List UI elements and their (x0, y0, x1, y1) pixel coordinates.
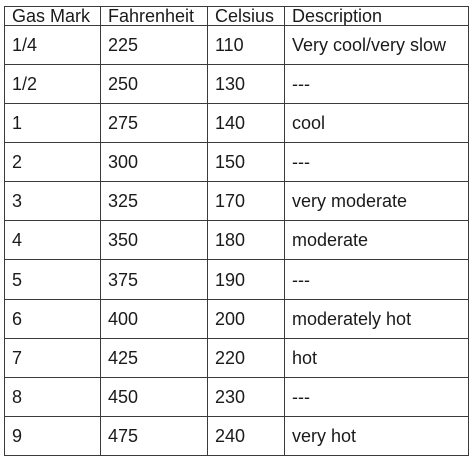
table-row: 3 325 170 very moderate (4, 181, 469, 222)
description-cell: --- (284, 376, 469, 417)
gas-mark-cell: 7 (4, 337, 101, 378)
gas-mark-cell: 3 (4, 181, 101, 222)
celsius-cell: 230 (207, 376, 285, 417)
fahrenheit-cell: 300 (100, 142, 208, 183)
table-row: 9 475 240 very hot (4, 415, 469, 457)
celsius-cell: 180 (207, 220, 285, 261)
celsius-cell: 220 (207, 337, 285, 378)
gas-mark-cell: 5 (4, 259, 101, 300)
celsius-cell: 140 (207, 103, 285, 144)
fahrenheit-cell: 275 (100, 103, 208, 144)
celsius-cell: 170 (207, 181, 285, 222)
fahrenheit-cell: 375 (100, 259, 208, 300)
table-row: 2 300 150 --- (4, 142, 469, 183)
celsius-cell: 130 (207, 64, 285, 105)
gas-mark-cell: 8 (4, 376, 101, 417)
header-fahrenheit: Fahrenheit (100, 6, 208, 26)
table-header: Gas Mark Fahrenheit Celsius Description (4, 6, 469, 26)
description-cell: hot (284, 337, 469, 378)
gas-mark-cell: 1 (4, 103, 101, 144)
fahrenheit-cell: 475 (100, 415, 208, 457)
description-cell: --- (284, 64, 469, 105)
gas-mark-cell: 4 (4, 220, 101, 261)
header-celsius: Celsius (207, 6, 285, 26)
gas-mark-cell: 1/2 (4, 64, 101, 105)
oven-temperature-table-container: Gas Mark Fahrenheit Celsius Description … (4, 6, 469, 457)
gas-mark-cell: 6 (4, 298, 101, 339)
description-cell: Very cool/very slow (284, 24, 469, 66)
fahrenheit-cell: 450 (100, 376, 208, 417)
table-row: 6 400 200 moderately hot (4, 298, 469, 339)
header-row: Gas Mark Fahrenheit Celsius Description (4, 6, 469, 26)
fahrenheit-cell: 350 (100, 220, 208, 261)
table-row: 1 275 140 cool (4, 103, 469, 144)
table-row: 5 375 190 --- (4, 259, 469, 300)
oven-temperature-table: Gas Mark Fahrenheit Celsius Description … (4, 6, 469, 457)
gas-mark-cell: 1/4 (4, 24, 101, 66)
fahrenheit-cell: 400 (100, 298, 208, 339)
table-row: 1/2 250 130 --- (4, 64, 469, 105)
celsius-cell: 110 (207, 24, 285, 66)
gas-mark-cell: 2 (4, 142, 101, 183)
description-cell: moderate (284, 220, 469, 261)
table-row: 1/4 225 110 Very cool/very slow (4, 24, 469, 66)
description-cell: --- (284, 259, 469, 300)
table-body: 1/4 225 110 Very cool/very slow 1/2 250 130 ---… (4, 24, 469, 457)
header-description: Description (284, 6, 469, 26)
description-cell: very hot (284, 415, 469, 457)
description-cell: --- (284, 142, 469, 183)
fahrenheit-cell: 425 (100, 337, 208, 378)
celsius-cell: 190 (207, 259, 285, 300)
fahrenheit-cell: 225 (100, 24, 208, 66)
celsius-cell: 150 (207, 142, 285, 183)
fahrenheit-cell: 250 (100, 64, 208, 105)
table-row: 7 425 220 hot (4, 337, 469, 378)
celsius-cell: 240 (207, 415, 285, 457)
description-cell: moderately hot (284, 298, 469, 339)
fahrenheit-cell: 325 (100, 181, 208, 222)
table-row: 4 350 180 moderate (4, 220, 469, 261)
gas-mark-cell: 9 (4, 415, 101, 457)
table-row: 8 450 230 --- (4, 376, 469, 417)
header-gas-mark: Gas Mark (4, 6, 101, 26)
description-cell: very moderate (284, 181, 469, 222)
celsius-cell: 200 (207, 298, 285, 339)
description-cell: cool (284, 103, 469, 144)
